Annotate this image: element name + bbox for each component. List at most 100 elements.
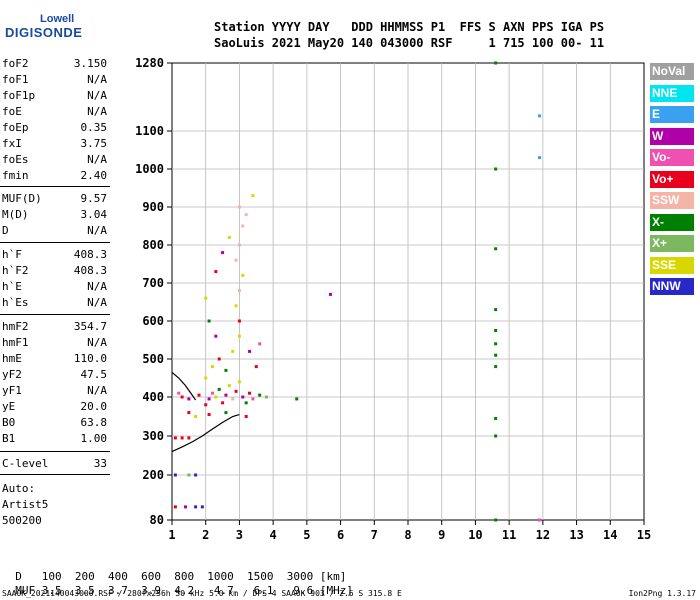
echo-point (237, 380, 241, 384)
y-tick-label: 800 (142, 238, 164, 252)
parameter-value: 354.7 (73, 320, 107, 333)
x-axis: 1 2 3 4 5 6 7 8 9 10 11 12 13 14 15 (168, 520, 651, 542)
legend-item: NoVal (650, 63, 694, 80)
echo-point (187, 397, 191, 401)
echo-point (221, 401, 225, 405)
x-tick-label: 5 (303, 528, 310, 542)
distance-label: D (15, 570, 22, 583)
echo-point (217, 357, 221, 361)
parameter-row: hmE 110.0 (2, 351, 107, 367)
parameter-name: B0 (2, 416, 16, 429)
muf-row: MUF 3.5 3.5 3.7 3.9 4.2 4.7 6.1 9.6 [MHz… (2, 571, 353, 597)
distance-unit: [km] (319, 570, 347, 583)
echo-point (197, 393, 201, 397)
echo-point (237, 319, 241, 323)
y-tick-label: 600 (142, 314, 164, 328)
x-tick-label: 1 (168, 528, 175, 542)
y-tick-label: 900 (142, 200, 164, 214)
parameter-name: hmF1 (2, 336, 29, 349)
echo-point (173, 436, 177, 440)
parameter-row: fxI 3.75 (2, 136, 107, 152)
x-tick-label: 11 (502, 528, 516, 542)
echo-point (237, 243, 241, 247)
echo-point (241, 224, 245, 228)
echo-point (494, 61, 498, 65)
parameter-value: N/A (87, 296, 107, 309)
parameter-row: h`F 408.3 (2, 247, 107, 263)
echo-point (494, 308, 498, 312)
y-axis: 80 200 300 400 500 600 700 800 900 1000 1100 1280 (135, 56, 172, 527)
footer-version: Ion2Png 1.3.17 (628, 589, 696, 598)
echo-point (183, 505, 187, 509)
echo-point (494, 518, 498, 522)
parameter-value: 33 (93, 457, 107, 470)
muf-unit: [MHz] (319, 584, 354, 597)
x-tick-label: 3 (236, 528, 243, 542)
distance-values: 100 200 400 600 800 1000 1500 3000 (21, 570, 314, 583)
divider (0, 451, 110, 452)
parameter-row: C-level 33 (2, 456, 107, 472)
parameter-value: N/A (87, 89, 107, 102)
y-tick-label: 200 (142, 468, 164, 482)
parameter-name: foEs (2, 153, 29, 166)
divider (0, 242, 110, 243)
echo-point (180, 395, 184, 399)
parameter-row: yF2 47.5 (2, 367, 107, 383)
echo-point (258, 342, 262, 346)
parameter-row: yE 20.0 (2, 399, 107, 415)
legend-item: Vo+ (650, 170, 694, 188)
parameter-value: N/A (87, 73, 107, 86)
parameter-row: foE N/A (2, 104, 107, 120)
echo-point (234, 389, 238, 393)
echo-point (244, 401, 248, 405)
x-tick-label: 9 (438, 528, 445, 542)
echo-point (328, 292, 332, 296)
legend-item: X- (650, 213, 694, 231)
parameter-row: foF1 N/A (2, 72, 107, 88)
auto-version: 500200 (2, 514, 42, 527)
x-tick-label: 4 (270, 528, 277, 542)
echo-point (177, 391, 181, 395)
y-tick-label: 700 (142, 276, 164, 290)
parameter-value: 3.150 (73, 57, 107, 70)
parameter-value: 0.35 (80, 121, 108, 134)
parameter-row: B0 63.8 (2, 415, 107, 431)
parameter-row: foEp 0.35 (2, 120, 107, 136)
legend-item: W (650, 127, 694, 145)
parameter-row: h`Es N/A (2, 295, 107, 311)
echo-point (227, 384, 231, 388)
echo-point (200, 505, 204, 509)
parameter-value: 9.57 (80, 192, 108, 205)
y-tick-label: 1280 (135, 56, 164, 70)
parameter-row: B1 1.00 (2, 431, 107, 447)
echo-point (194, 415, 198, 418)
auto-program: Artist5 (2, 498, 49, 511)
parameter-value: N/A (87, 105, 107, 118)
echo-point (207, 413, 211, 417)
echo-point (494, 167, 498, 171)
parameter-name: h`Es (2, 296, 29, 309)
echo-point (214, 334, 218, 338)
echo-point (187, 473, 191, 477)
echo-point (204, 403, 208, 407)
parameter-value: N/A (87, 336, 107, 349)
legend-item: X+ (650, 235, 694, 252)
y-tick-label: 1100 (135, 124, 164, 138)
x-tick-label: 10 (468, 528, 482, 542)
echo-point (180, 436, 184, 440)
echo-point (248, 349, 252, 353)
parameter-row: D N/A (2, 223, 107, 239)
parameter-value: N/A (87, 224, 107, 237)
echo-point (234, 258, 238, 262)
echo-point (537, 518, 541, 522)
parameter-value: 408.3 (73, 248, 107, 261)
echo-point (244, 415, 248, 418)
muf-label: MUF (15, 584, 36, 597)
legend-item: E (650, 106, 694, 123)
echo-point (237, 205, 241, 209)
echo-point (494, 416, 498, 420)
parameter-value: 63.8 (80, 416, 108, 429)
y-tick-label: 80 (150, 513, 164, 527)
x-tick-label: 2 (202, 528, 209, 542)
parameter-name: yF1 (2, 384, 22, 397)
